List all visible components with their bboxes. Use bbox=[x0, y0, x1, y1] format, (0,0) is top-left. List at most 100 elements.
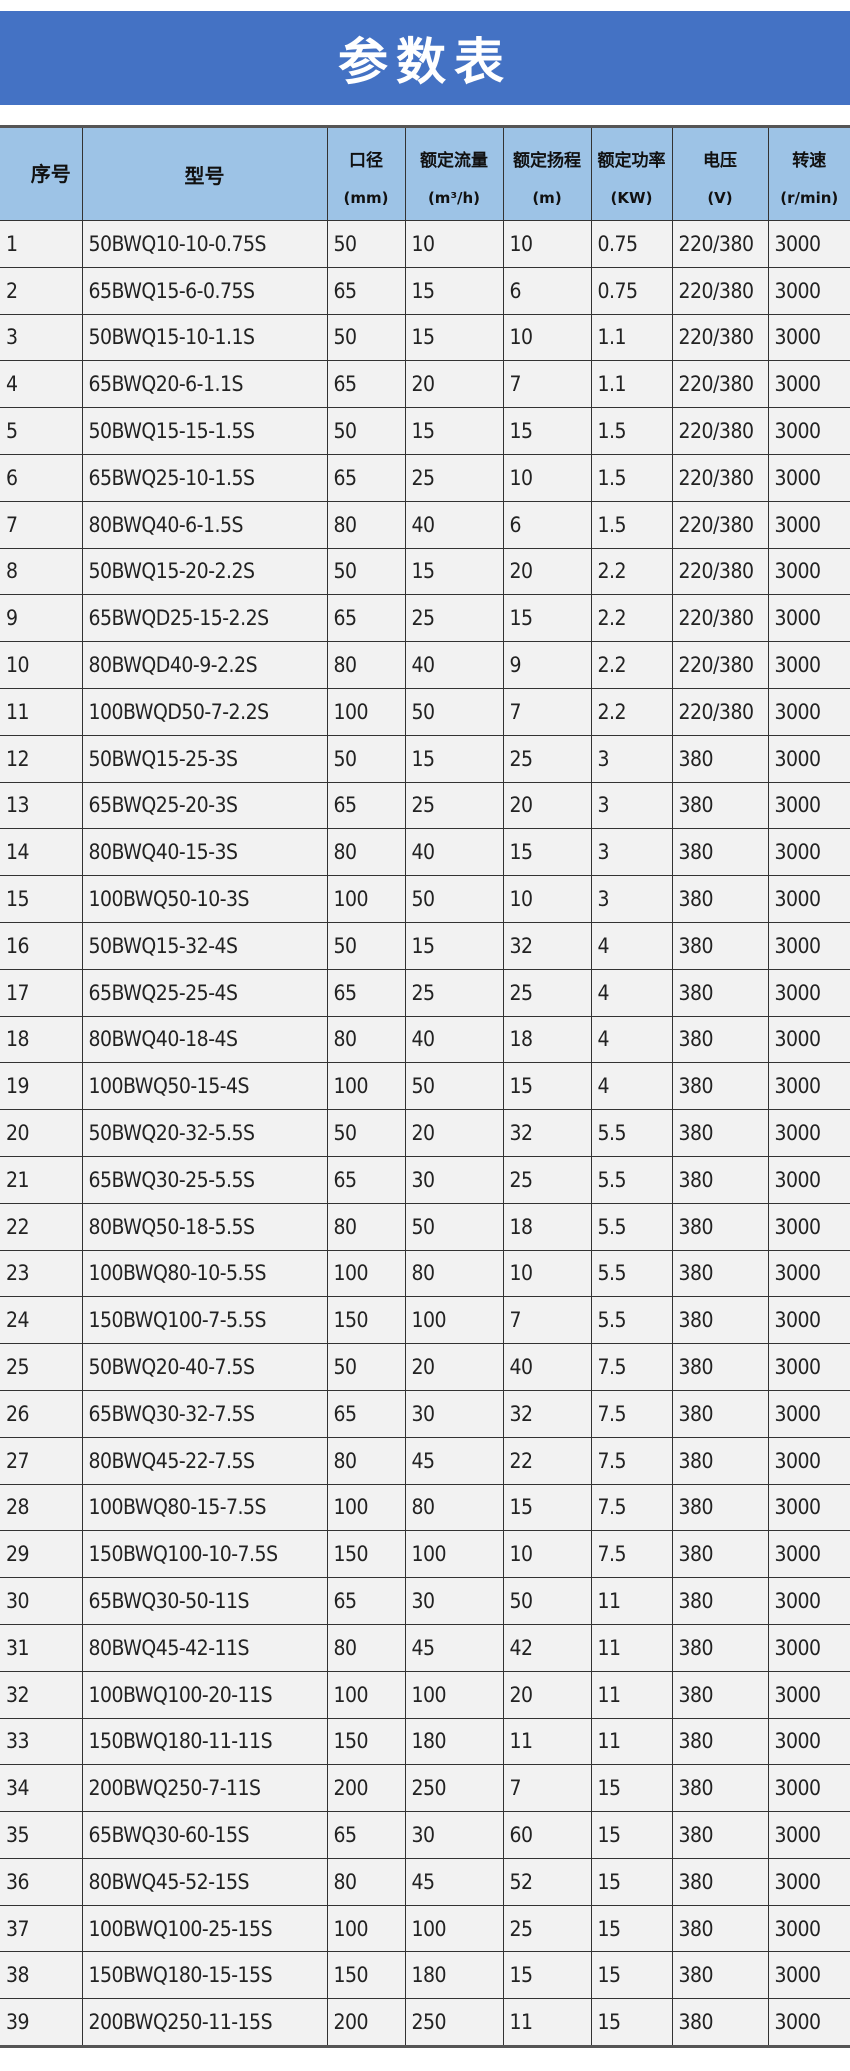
cell-index: 29 bbox=[0, 1530, 83, 1579]
cell-flow: 25 bbox=[404, 781, 504, 830]
cell-model: 100BWQ100-25-15S bbox=[81, 1904, 328, 1953]
cell-diameter: 65 bbox=[326, 781, 406, 830]
cell-speed: 3000 bbox=[767, 1904, 850, 1953]
cell-diameter: 50 bbox=[326, 407, 406, 455]
cell-voltage: 220/380 bbox=[671, 407, 769, 455]
cell-diameter: 50 bbox=[326, 1109, 406, 1157]
cell-power: 4 bbox=[590, 968, 673, 1017]
table-row: 12 50BWQ15-25-3S 50 15 25 3 380 3000 bbox=[0, 734, 850, 783]
cell-power: 11 bbox=[590, 1717, 673, 1766]
cell-power: 0.75 bbox=[590, 266, 673, 315]
cell-speed: 3000 bbox=[767, 594, 850, 643]
cell-index: 36 bbox=[0, 1857, 83, 1906]
table-row: 14 80BWQ40-15-3S 80 40 15 3 380 3000 bbox=[0, 828, 850, 877]
cell-index: 12 bbox=[0, 734, 83, 783]
table-row: 37 100BWQ100-25-15S 100 100 25 15 380 3000 bbox=[0, 1904, 850, 1953]
table-row: 18 80BWQ40-18-4S 80 40 18 4 380 3000 bbox=[0, 1015, 850, 1064]
cell-head: 7 bbox=[502, 360, 592, 409]
cell-head: 11 bbox=[502, 1717, 592, 1766]
cell-flow: 40 bbox=[404, 1015, 504, 1064]
cell-head: 32 bbox=[502, 1389, 592, 1438]
cell-index: 11 bbox=[0, 687, 83, 736]
cell-power: 5.5 bbox=[590, 1202, 673, 1251]
cell-speed: 3000 bbox=[767, 1998, 850, 2049]
cell-flow: 250 bbox=[404, 1998, 504, 2049]
cell-flow: 80 bbox=[404, 1249, 504, 1298]
cell-diameter: 100 bbox=[326, 1483, 406, 1532]
cell-flow: 30 bbox=[404, 1155, 504, 1204]
cell-flow: 100 bbox=[404, 1904, 504, 1953]
cell-power: 2.2 bbox=[590, 594, 673, 643]
cell-index: 9 bbox=[0, 594, 83, 643]
cell-index: 23 bbox=[0, 1249, 83, 1298]
cell-flow: 40 bbox=[404, 641, 504, 689]
cell-power: 7.5 bbox=[590, 1483, 673, 1532]
cell-diameter: 80 bbox=[326, 1857, 406, 1906]
cell-index: 34 bbox=[0, 1764, 83, 1813]
cell-power: 1.1 bbox=[590, 313, 673, 362]
cell-power: 15 bbox=[590, 1951, 673, 2000]
cell-model: 65BWQ20-6-1.1S bbox=[81, 360, 328, 409]
cell-power: 5.5 bbox=[590, 1296, 673, 1345]
cell-index: 18 bbox=[0, 1015, 83, 1064]
cell-voltage: 380 bbox=[671, 1389, 769, 1438]
cell-speed: 3000 bbox=[767, 1764, 850, 1813]
table-row: 39 200BWQ250-11-15S 200 250 11 15 380 3000 bbox=[0, 1998, 850, 2049]
table-row: 16 50BWQ15-32-4S 50 15 32 4 380 3000 bbox=[0, 921, 850, 970]
cell-flow: 80 bbox=[404, 1483, 504, 1532]
cell-diameter: 150 bbox=[326, 1296, 406, 1345]
cell-speed: 3000 bbox=[767, 407, 850, 455]
cell-index: 33 bbox=[0, 1717, 83, 1766]
cell-model: 65BWQ25-25-4S bbox=[81, 968, 328, 1017]
cell-model: 80BWQ45-22-7.5S bbox=[81, 1436, 328, 1485]
cell-head: 15 bbox=[502, 1062, 592, 1111]
cell-head: 15 bbox=[502, 1951, 592, 2000]
cell-head: 15 bbox=[502, 1483, 592, 1532]
cell-index: 31 bbox=[0, 1623, 83, 1672]
cell-head: 15 bbox=[502, 828, 592, 877]
cell-flow: 30 bbox=[404, 1389, 504, 1438]
cell-head: 22 bbox=[502, 1436, 592, 1485]
cell-index: 37 bbox=[0, 1904, 83, 1953]
cell-voltage: 380 bbox=[671, 968, 769, 1017]
cell-voltage: 380 bbox=[671, 1764, 769, 1813]
table-row: 8 50BWQ15-20-2.2S 50 15 20 2.2 220/380 3000 bbox=[0, 547, 850, 596]
cell-model: 200BWQ250-11-15S bbox=[81, 1998, 328, 2049]
cell-power: 7.5 bbox=[590, 1436, 673, 1485]
cell-head: 7 bbox=[502, 1296, 592, 1345]
cell-index: 20 bbox=[0, 1109, 83, 1157]
cell-voltage: 380 bbox=[671, 1483, 769, 1532]
cell-power: 3 bbox=[590, 828, 673, 877]
table-row: 36 80BWQ45-52-15S 80 45 52 15 380 3000 bbox=[0, 1857, 850, 1906]
cell-diameter: 100 bbox=[326, 1670, 406, 1719]
cell-voltage: 220/380 bbox=[671, 313, 769, 362]
cell-power: 11 bbox=[590, 1577, 673, 1625]
cell-index: 5 bbox=[0, 407, 83, 455]
table-row: 15 100BWQ50-10-3S 100 50 10 3 380 3000 bbox=[0, 875, 850, 923]
table-row: 30 65BWQ30-50-11S 65 30 50 11 380 3000 bbox=[0, 1577, 850, 1625]
cell-voltage: 220/380 bbox=[671, 360, 769, 409]
cell-diameter: 65 bbox=[326, 1155, 406, 1204]
cell-model: 100BWQ80-10-5.5S bbox=[81, 1249, 328, 1298]
cell-model: 100BWQ50-15-4S bbox=[81, 1062, 328, 1111]
cell-voltage: 380 bbox=[671, 1904, 769, 1953]
cell-head: 10 bbox=[502, 313, 592, 362]
cell-voltage: 380 bbox=[671, 875, 769, 923]
cell-voltage: 380 bbox=[671, 1998, 769, 2049]
cell-speed: 3000 bbox=[767, 1670, 850, 1719]
cell-voltage: 380 bbox=[671, 781, 769, 830]
parameter-table: 序号 型号 口径 (mm) 额定流量 (m³/h) 额定扬程 (m) 额定功率 (KW)… bbox=[0, 125, 850, 2049]
cell-flow: 50 bbox=[404, 875, 504, 923]
table-row: 17 65BWQ25-25-4S 65 25 25 4 380 3000 bbox=[0, 968, 850, 1017]
cell-speed: 3000 bbox=[767, 1109, 850, 1157]
cell-head: 10 bbox=[502, 220, 592, 268]
cell-voltage: 220/380 bbox=[671, 266, 769, 315]
cell-diameter: 50 bbox=[326, 547, 406, 596]
cell-model: 80BWQ45-42-11S bbox=[81, 1623, 328, 1672]
cell-diameter: 200 bbox=[326, 1764, 406, 1813]
cell-head: 25 bbox=[502, 734, 592, 783]
cell-diameter: 65 bbox=[326, 594, 406, 643]
cell-model: 50BWQ20-40-7.5S bbox=[81, 1343, 328, 1391]
cell-diameter: 50 bbox=[326, 734, 406, 783]
cell-model: 100BWQ100-20-11S bbox=[81, 1670, 328, 1719]
